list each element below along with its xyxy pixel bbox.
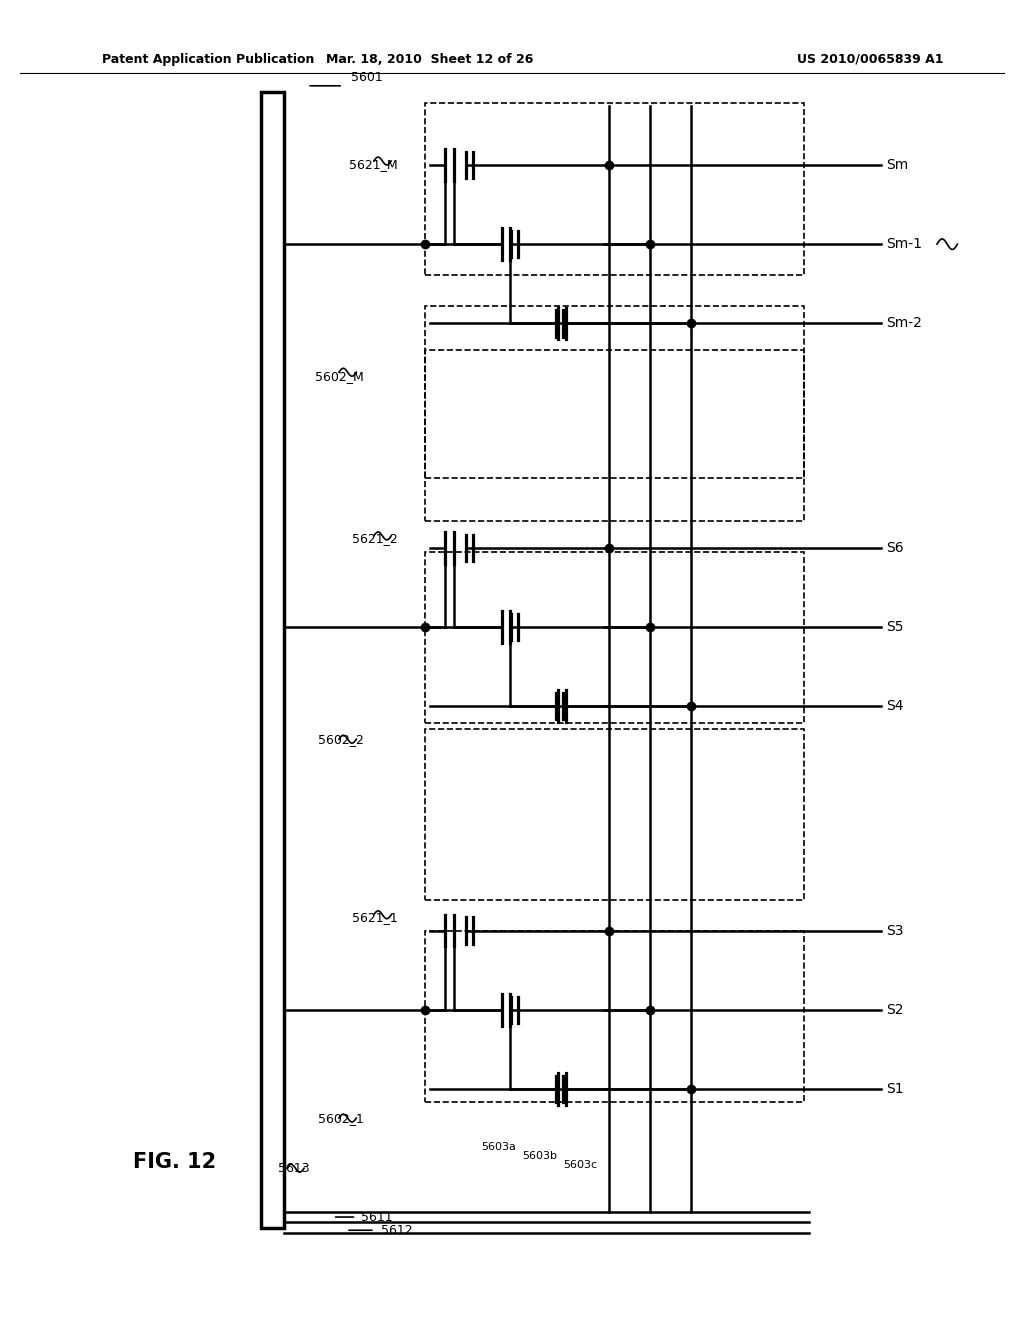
Text: S6: S6	[886, 541, 903, 554]
Text: 5612: 5612	[381, 1224, 413, 1237]
Text: 5603b: 5603b	[522, 1151, 557, 1162]
Text: Sm: Sm	[886, 158, 908, 172]
Text: Patent Application Publication: Patent Application Publication	[102, 53, 314, 66]
Text: S1: S1	[886, 1082, 903, 1096]
Bar	[425, 729, 804, 900]
Text: 5613: 5613	[278, 1162, 309, 1175]
Text: S2: S2	[886, 1003, 903, 1016]
Bar	[261, 92, 284, 1228]
Text: S4: S4	[886, 700, 903, 713]
Text: US 2010/0065839 A1: US 2010/0065839 A1	[797, 53, 944, 66]
Text: 5621_2: 5621_2	[351, 532, 397, 545]
Text: Mar. 18, 2010  Sheet 12 of 26: Mar. 18, 2010 Sheet 12 of 26	[327, 53, 534, 66]
Text: Sm-1: Sm-1	[886, 238, 922, 251]
Text: Sm-2: Sm-2	[886, 317, 922, 330]
Text: 5621_1: 5621_1	[351, 911, 397, 924]
Text: 5603a: 5603a	[481, 1142, 516, 1152]
Text: 5601: 5601	[351, 71, 383, 84]
Bar	[425, 552, 804, 723]
Text: 5611: 5611	[361, 1210, 393, 1224]
Text: 5602_2: 5602_2	[317, 733, 364, 746]
Text: 5603c: 5603c	[563, 1160, 597, 1171]
Text: 5621_M: 5621_M	[349, 158, 397, 172]
Bar	[425, 931, 804, 1102]
Text: 5602_M: 5602_M	[314, 370, 364, 383]
Text: FIG. 12: FIG. 12	[133, 1151, 216, 1172]
Bar	[425, 350, 804, 521]
Text: 5602_1: 5602_1	[317, 1111, 364, 1125]
Bar	[425, 306, 804, 478]
Bar	[425, 103, 804, 275]
Text: S5: S5	[886, 620, 903, 634]
Text: S3: S3	[886, 924, 903, 937]
